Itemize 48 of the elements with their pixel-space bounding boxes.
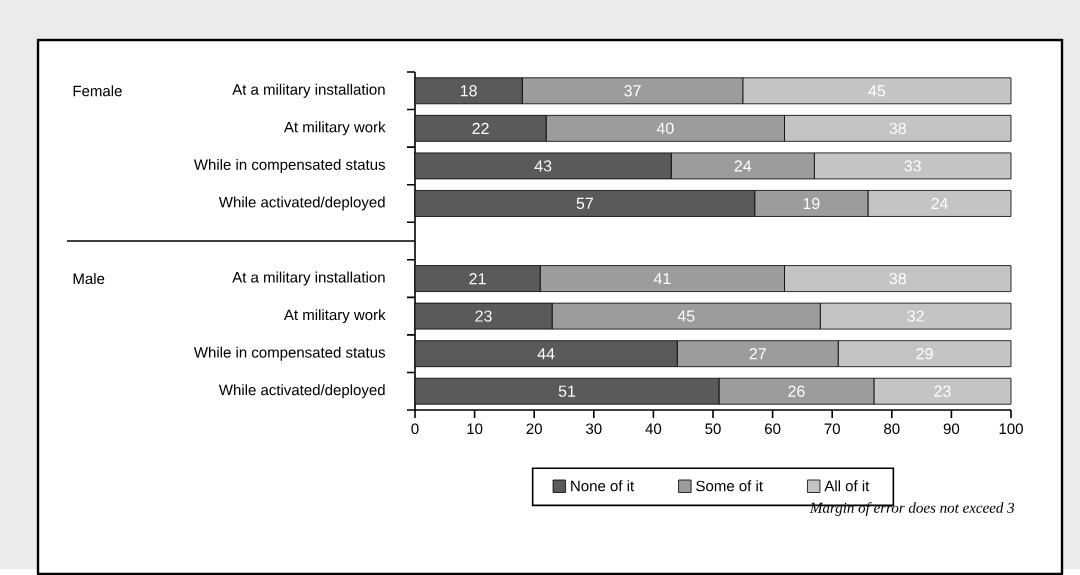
x-tick-label: 90: [943, 423, 960, 434]
data-label: 38: [889, 272, 906, 285]
data-label: 32: [907, 310, 924, 322]
legend-label: None of it: [571, 480, 635, 492]
data-label: 40: [656, 122, 674, 134]
x-tick-label: 40: [645, 423, 662, 434]
x-tick-label: 60: [765, 423, 781, 434]
data-label: 21: [469, 272, 486, 285]
text: Female: [73, 85, 122, 97]
data-label: 37: [624, 85, 641, 97]
legend-label: Some of it: [696, 480, 763, 492]
y-tick-label: At military work: [283, 309, 386, 324]
data-label: 29: [916, 347, 933, 360]
data-label: 23: [934, 385, 951, 397]
y-tick-label: While activated/deployed: [218, 384, 385, 399]
data-label: 24: [734, 160, 752, 172]
x-tick-label: 30: [586, 423, 602, 434]
x-tick-label: 70: [824, 423, 840, 434]
x-tick-label: 0: [411, 423, 419, 434]
data-label: 44: [537, 348, 555, 360]
x-tick-label: 10: [467, 423, 483, 434]
x-tick-label: 20: [526, 423, 542, 434]
data-label: 38: [889, 122, 906, 134]
x-tick-label: 80: [884, 423, 900, 434]
y-tick-label: At military work: [283, 121, 386, 136]
data-label: 45: [868, 85, 886, 97]
data-label: 26: [788, 385, 805, 397]
data-label: 51: [558, 385, 576, 397]
y-tick-label: While in compensated status: [193, 346, 386, 361]
y-tick-label: At a military installation: [232, 271, 385, 286]
data-label: 27: [749, 348, 766, 360]
data-label: 19: [803, 197, 820, 210]
text: Male: [73, 272, 105, 284]
data-label: 45: [677, 310, 695, 322]
data-label: 22: [472, 122, 489, 134]
x-tick-label: 50: [705, 423, 721, 434]
data-label: 18: [460, 85, 477, 97]
data-label: 41: [653, 272, 671, 284]
x-tick-label: 100: [999, 423, 1023, 434]
data-label: 33: [904, 160, 921, 172]
y-tick-label: While activated/deployed: [218, 196, 385, 211]
data-label: 57: [576, 197, 593, 209]
data-label: 24: [931, 197, 948, 209]
legend-label: All of it: [824, 480, 870, 492]
y-tick-label: While in compensated status: [193, 158, 386, 173]
data-label: 23: [475, 310, 492, 322]
y-tick-label: At a military installation: [232, 83, 385, 98]
data-label: 43: [534, 160, 552, 172]
